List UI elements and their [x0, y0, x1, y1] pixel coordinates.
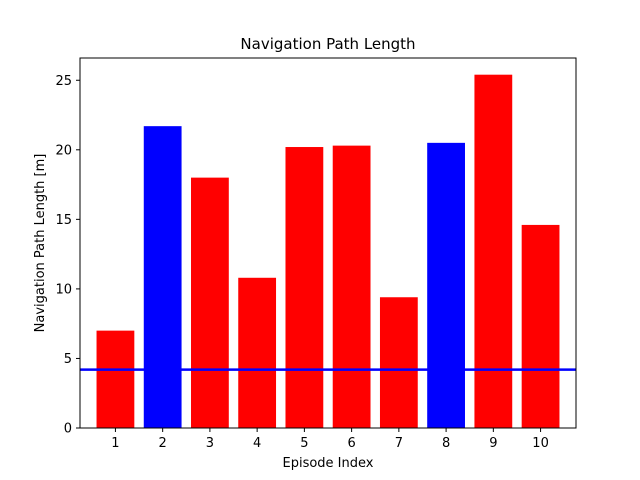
x-tick-label: 1 [111, 436, 119, 451]
x-tick-label: 9 [489, 436, 497, 451]
y-tick-label: 20 [55, 143, 72, 158]
bar-episode-5 [285, 147, 324, 428]
bar-episode-10 [521, 224, 560, 428]
x-tick-label: 5 [300, 436, 308, 451]
x-tick-label: 4 [253, 436, 261, 451]
x-tick-label: 2 [159, 436, 167, 451]
bar-episode-1 [96, 330, 135, 428]
y-tick-label: 15 [55, 213, 72, 228]
y-axis-label: Navigation Path Length [m] [33, 154, 48, 333]
bar-episode-3 [191, 177, 229, 428]
x-tick-label: 6 [347, 436, 355, 451]
bar-episode-2 [143, 126, 182, 428]
x-axis-label: Episode Index [283, 456, 374, 471]
y-tick-label: 10 [55, 282, 72, 297]
y-tick-label: 5 [64, 352, 72, 367]
y-tick-label: 25 [55, 74, 72, 89]
x-tick-label: 7 [395, 436, 403, 451]
bar-episode-9 [474, 74, 513, 429]
y-axis-ticks: 0 5 10 15 20 25 [55, 74, 80, 437]
y-tick-label: 0 [64, 422, 72, 437]
bar-episode-4 [238, 277, 277, 428]
chart-title: Navigation Path Length [240, 35, 415, 53]
x-tick-label: 8 [442, 436, 450, 451]
bar-episode-7 [379, 297, 418, 428]
x-tick-label: 3 [206, 436, 214, 451]
plot-frame [79, 57, 577, 429]
x-axis-ticks: 1 2 3 4 5 6 7 8 9 10 [111, 428, 549, 451]
bar-episode-6 [332, 145, 371, 428]
x-tick-label: 10 [532, 436, 549, 451]
bars-layer [96, 74, 560, 429]
bar-episode-8 [427, 142, 465, 429]
